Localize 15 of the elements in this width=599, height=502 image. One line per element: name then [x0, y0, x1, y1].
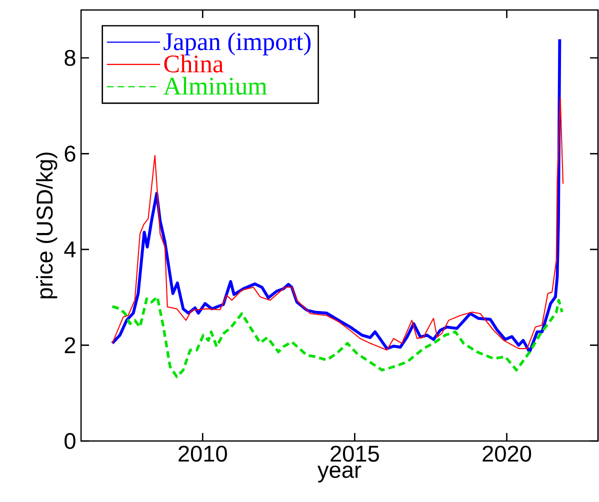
y-tick-label: 2 — [64, 337, 76, 354]
x-tick-label: 2015 — [330, 446, 379, 462]
line-series — [112, 97, 564, 351]
y-tick-label: 6 — [64, 146, 76, 162]
legend-label: Japan (import) — [164, 32, 311, 56]
y-axis-title: price (USD/kg) — [36, 152, 58, 298]
y-tick-label: 0 — [64, 432, 76, 450]
line-series — [110, 296, 564, 378]
x-tick-label: 2020 — [482, 446, 532, 462]
legend-label: Alminium — [163, 76, 267, 95]
x-tick-label: 2010 — [178, 446, 227, 462]
x-axis-title: year — [318, 466, 362, 482]
y-tick-label: 4 — [64, 242, 76, 258]
y-tick-label: 8 — [64, 50, 76, 66]
legend-label: China — [164, 54, 224, 72]
